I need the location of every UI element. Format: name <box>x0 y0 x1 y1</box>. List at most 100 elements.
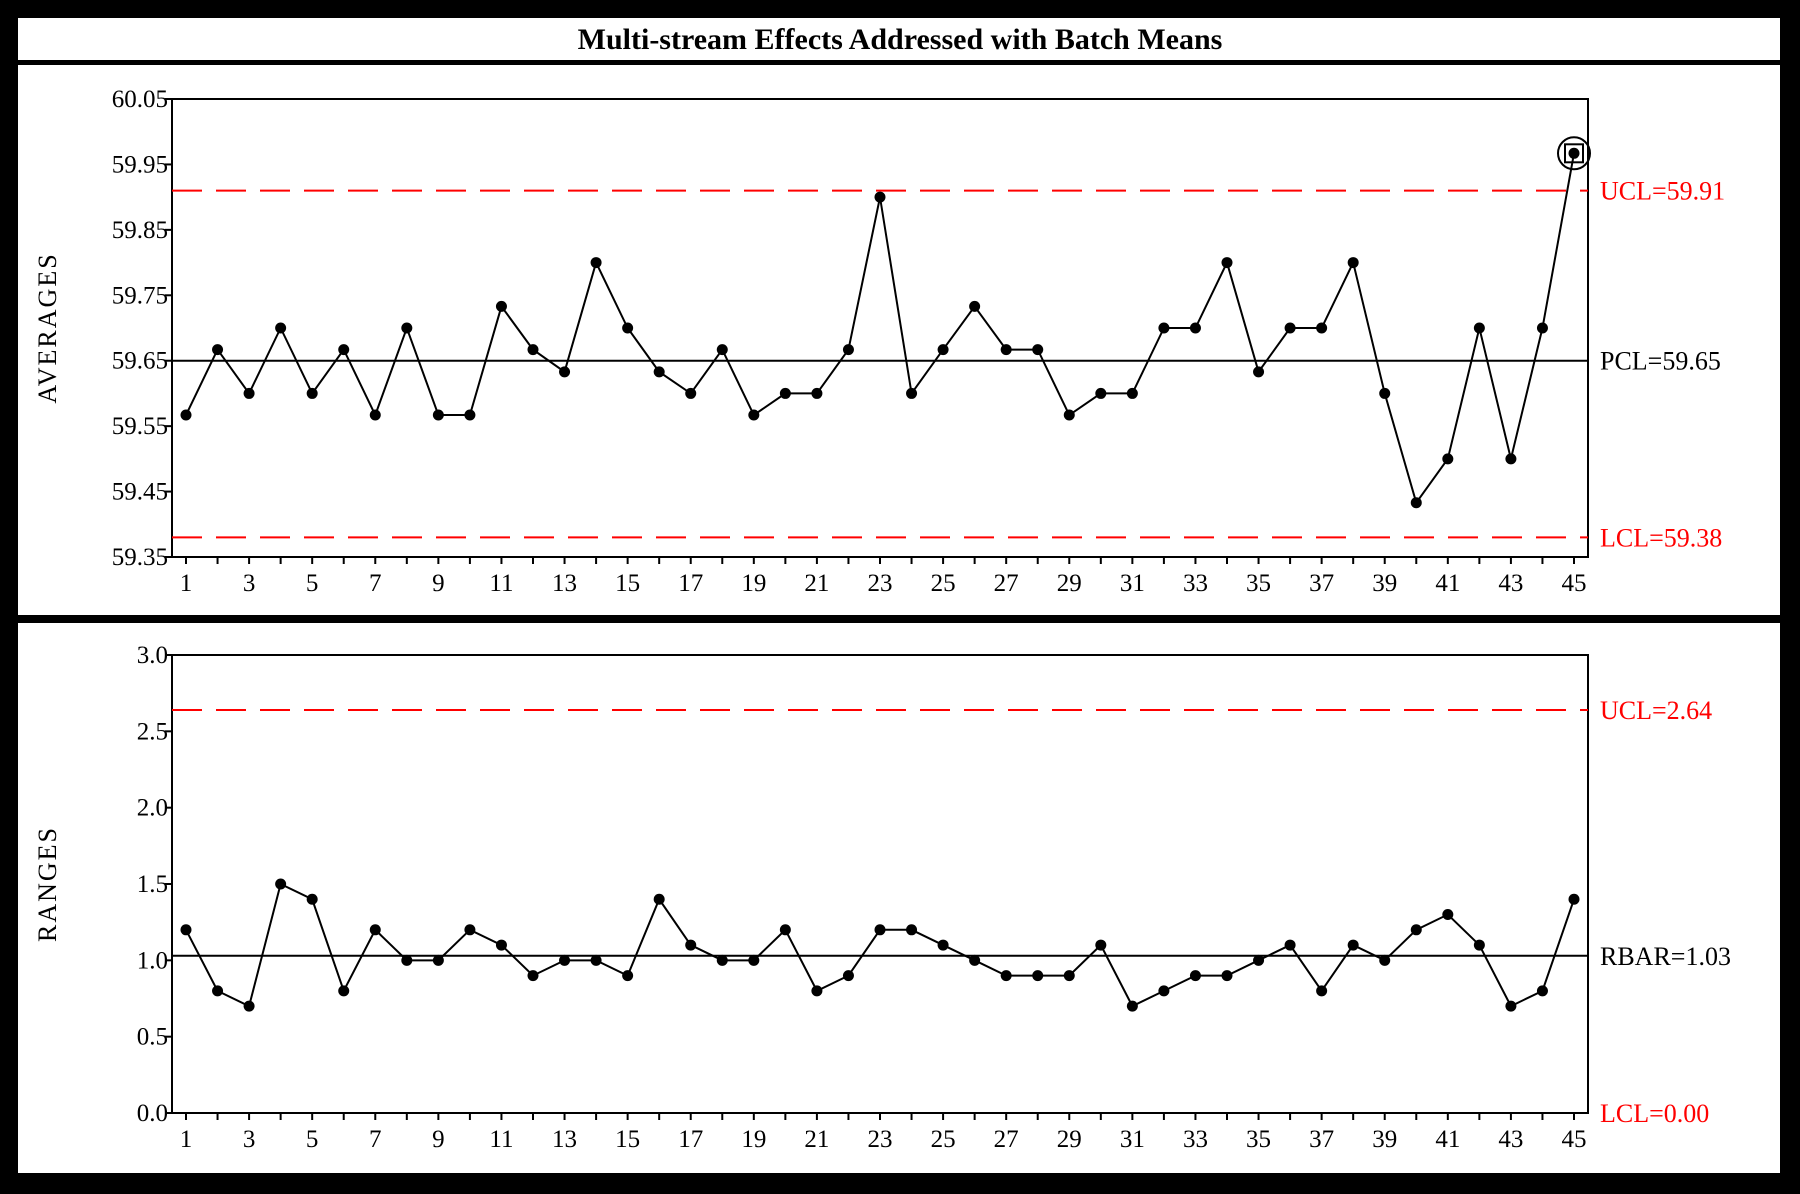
ranges-panel: 0.00.51.01.52.02.53.01 3 5 7 9 11 13 15 17 19 21 23… <box>18 623 1780 1173</box>
data-point <box>1568 147 1580 159</box>
title-panel <box>18 18 1780 60</box>
data-point <box>1442 909 1454 921</box>
lcl-label: LCL=0.00 <box>1600 1099 1709 1128</box>
x-tick-label: 21 <box>804 570 829 597</box>
data-point <box>1473 322 1485 334</box>
data-point <box>1032 970 1044 982</box>
x-tick-label: 25 <box>931 570 956 597</box>
flagged-point-marker <box>1557 136 1591 171</box>
data-point <box>1442 453 1454 465</box>
data-point <box>338 344 350 356</box>
x-tick-label: 23 <box>868 1126 893 1153</box>
x-tick-label: 15 <box>615 1126 640 1153</box>
data-point <box>1253 366 1265 378</box>
center-label: RBAR=1.03 <box>1600 942 1731 971</box>
y-tick-label: 59.35 <box>112 544 168 571</box>
data-point <box>1189 970 1201 982</box>
ucl-label: UCL=59.91 <box>1600 177 1725 206</box>
panel-background <box>18 65 1780 615</box>
y-tick-label: 1.5 <box>137 871 168 898</box>
data-point <box>432 954 444 966</box>
y-tick-label: 60.05 <box>112 86 168 113</box>
y-tick-label: 2.5 <box>137 718 168 745</box>
y-axis-title: AVERAGES <box>33 252 62 403</box>
x-tick-label: 41 <box>1435 570 1460 597</box>
data-point <box>1189 322 1201 334</box>
data-point <box>622 970 634 982</box>
x-tick-label: 1 <box>180 1126 193 1153</box>
data-point <box>906 924 918 936</box>
y-tick-label: 3.0 <box>137 642 168 669</box>
x-tick-label: 35 <box>1246 570 1271 597</box>
y-tick-label: 59.45 <box>112 479 168 506</box>
data-point <box>243 387 255 399</box>
data-point <box>1379 954 1391 966</box>
data-point <box>685 939 697 951</box>
data-point <box>1536 322 1548 334</box>
data-point <box>1379 387 1391 399</box>
x-tick-label: 25 <box>931 1126 956 1153</box>
data-point <box>1158 985 1170 997</box>
x-tick-label: 37 <box>1309 570 1334 597</box>
data-point <box>590 954 602 966</box>
x-tick-label: 3 <box>243 1126 256 1153</box>
x-tick-label: 31 <box>1120 570 1145 597</box>
x-tick-label: 43 <box>1498 570 1523 597</box>
x-tick-label: 27 <box>994 570 1019 597</box>
data-point <box>1316 322 1328 334</box>
data-point <box>464 924 476 936</box>
data-point <box>874 191 886 203</box>
data-point <box>401 322 413 334</box>
data-point <box>1253 954 1265 966</box>
data-point <box>369 924 381 936</box>
data-point <box>1221 970 1233 982</box>
data-point <box>180 924 192 936</box>
data-point <box>1347 939 1359 951</box>
data-point <box>212 985 224 997</box>
data-point <box>559 366 571 378</box>
x-tick-label: 13 <box>552 1126 577 1153</box>
data-point <box>401 954 413 966</box>
x-tick-label: 29 <box>1057 1126 1082 1153</box>
x-tick-label: 29 <box>1057 570 1082 597</box>
panel-background <box>18 623 1780 1173</box>
ucl-label: UCL=2.64 <box>1600 696 1712 725</box>
x-tick-label: 31 <box>1120 1126 1145 1153</box>
x-tick-label: 21 <box>804 1126 829 1153</box>
data-point <box>1410 497 1422 509</box>
data-point <box>622 322 634 334</box>
data-point <box>748 409 760 421</box>
x-tick-label: 41 <box>1435 1126 1460 1153</box>
data-point <box>937 344 949 356</box>
x-tick-label: 39 <box>1372 1126 1397 1153</box>
x-tick-label: 13 <box>552 570 577 597</box>
x-tick-label: 17 <box>678 570 703 597</box>
data-point <box>1158 322 1170 334</box>
data-point <box>811 387 823 399</box>
x-tick-label: 33 <box>1183 1126 1208 1153</box>
data-point <box>716 344 728 356</box>
data-point <box>1568 893 1580 905</box>
x-tick-label: 9 <box>432 570 445 597</box>
data-point <box>811 985 823 997</box>
center-label: PCL=59.65 <box>1600 347 1721 376</box>
y-tick-label: 59.95 <box>112 151 168 178</box>
data-point <box>275 322 287 334</box>
y-axis-title: RANGES <box>33 826 62 942</box>
data-point <box>1000 344 1012 356</box>
data-point <box>527 970 539 982</box>
x-tick-label: 45 <box>1562 1126 1587 1153</box>
x-tick-label: 5 <box>306 1126 319 1153</box>
x-tick-label: 19 <box>741 1126 766 1153</box>
data-point <box>432 409 444 421</box>
data-point <box>495 939 507 951</box>
data-point <box>527 344 539 356</box>
data-point <box>1505 453 1517 465</box>
y-tick-label: 59.75 <box>112 282 168 309</box>
data-point <box>716 954 728 966</box>
y-tick-label: 1.0 <box>137 947 168 974</box>
data-point <box>779 387 791 399</box>
x-tick-label: 45 <box>1562 570 1587 597</box>
data-point <box>464 409 476 421</box>
